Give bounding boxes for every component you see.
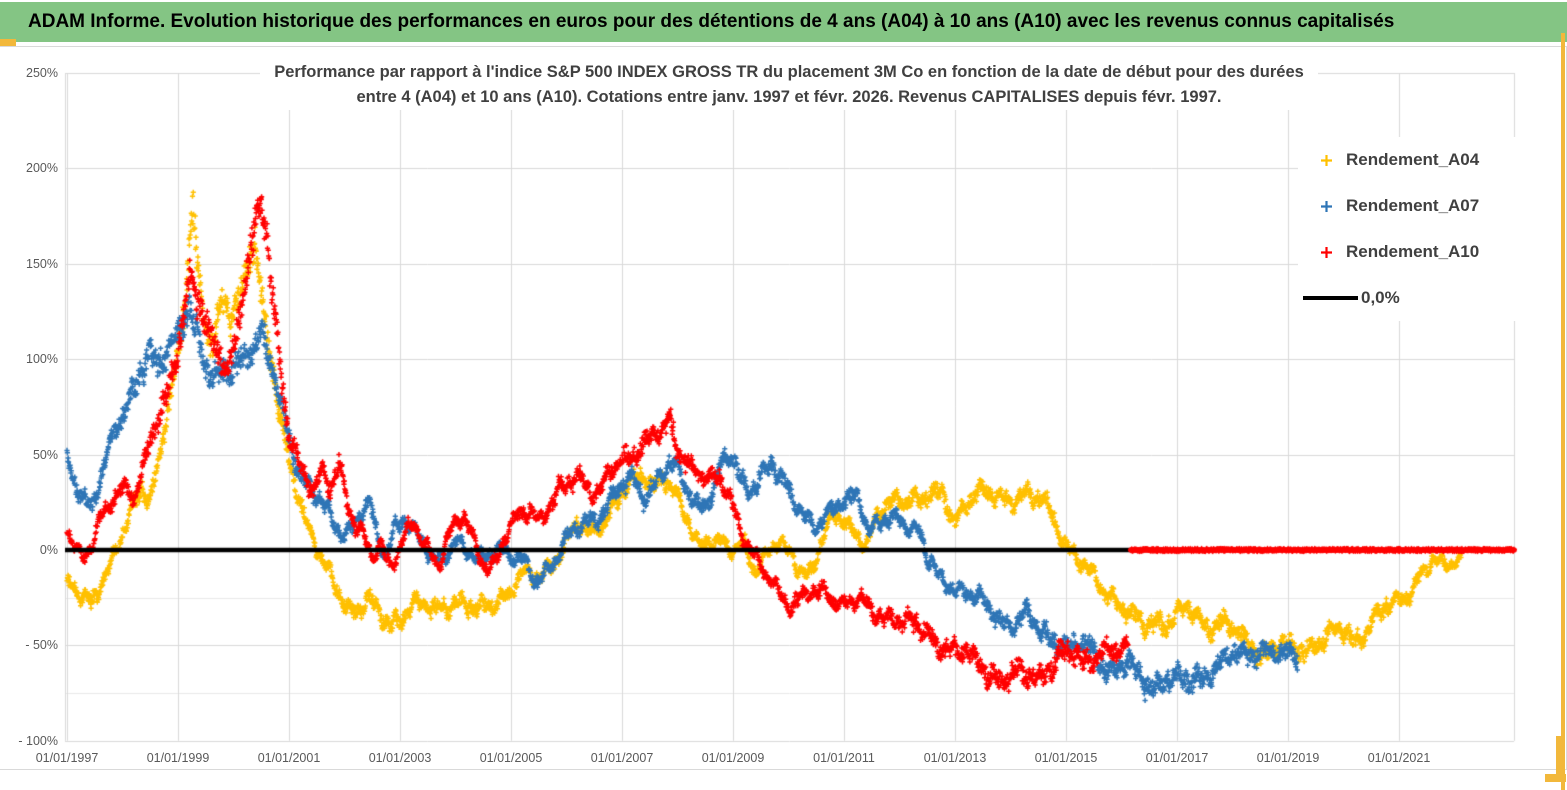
y-axis-tick-label: 150%: [26, 256, 58, 271]
x-axis-tick-label: 01/01/2009: [701, 751, 765, 765]
x-axis-tick-label: 01/01/2013: [923, 751, 987, 765]
legend-label: Rendement_A10: [1346, 242, 1480, 261]
legend-item: Rendement_A07: [1298, 183, 1530, 229]
legend-label: 0,0%: [1361, 288, 1400, 307]
legend-item: Rendement_A04: [1298, 137, 1530, 183]
x-axis-tick-label: 01/01/2005: [479, 751, 543, 765]
plus-marker-icon: [1321, 246, 1332, 258]
x-axis-tick-label: 01/01/2017: [1145, 751, 1209, 765]
y-axis-tick-label: 200%: [26, 161, 58, 176]
y-axis-tick-label: - 100%: [18, 733, 58, 748]
legend-item: 0,0%: [1298, 275, 1530, 321]
chart-title-line1: Performance par rapport à l'indice S&P 5…: [274, 63, 1304, 81]
plus-marker-icon: [1321, 154, 1332, 166]
y-axis-tick-label: 0%: [39, 543, 58, 557]
gold-corner-vertical: [1556, 736, 1565, 782]
x-axis-tick-label: 01/01/2011: [813, 751, 875, 765]
x-axis-tick-label: 01/01/1999: [146, 751, 210, 765]
y-axis-tick-label: - 50%: [25, 638, 58, 653]
x-axis-tick-label: 01/01/2021: [1367, 751, 1431, 765]
page-title: ADAM Informe. Evolution historique des p…: [28, 11, 1395, 32]
line-marker-icon: [1303, 296, 1358, 300]
chart-title: Performance par rapport à l'indice S&P 5…: [260, 60, 1318, 110]
y-axis-tick-label: 100%: [26, 352, 58, 367]
chart-title-line2: entre 4 (A04) et 10 ans (A10). Cotations…: [356, 88, 1222, 106]
gold-accent-left: [0, 39, 16, 47]
x-axis-tick-label: 01/01/2001: [257, 751, 321, 765]
legend: Rendement_A04 Rendement_A07 Rendement_A10 0…: [1298, 137, 1530, 321]
y-axis-tick-label: 50%: [32, 447, 58, 462]
header-bar: ADAM Informe. Evolution historique des p…: [0, 2, 1567, 42]
gold-corner-horizontal: [1545, 774, 1566, 782]
gold-border-right: [1561, 33, 1565, 790]
chart-area: Performance par rapport à l'indice S&P 5…: [0, 46, 1567, 770]
x-axis-tick-label: 01/01/2003: [368, 751, 432, 765]
legend-item: Rendement_A10: [1298, 229, 1530, 275]
x-axis-tick-label: 01/01/1997: [35, 751, 99, 765]
legend-label: Rendement_A07: [1346, 196, 1480, 215]
plus-marker-icon: [1321, 200, 1332, 212]
legend-label: Rendement_A04: [1346, 150, 1480, 169]
x-axis-tick-label: 01/01/2019: [1256, 751, 1320, 765]
y-axis-tick-label: 250%: [26, 66, 58, 80]
x-axis-tick-label: 01/01/2015: [1034, 751, 1098, 765]
x-axis-tick-label: 01/01/2007: [590, 751, 654, 765]
